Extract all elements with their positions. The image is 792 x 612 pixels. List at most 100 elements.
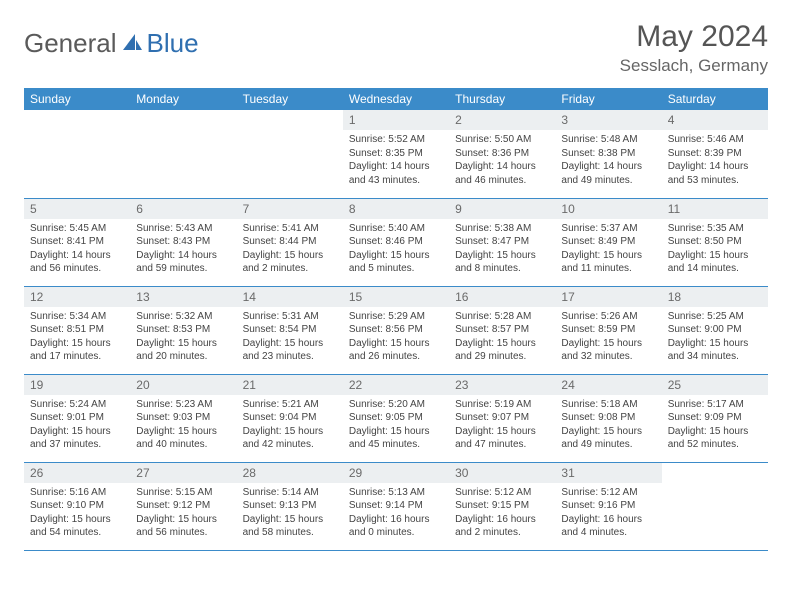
location-text: Sesslach, Germany (620, 56, 768, 76)
brand-logo: General Blue (24, 20, 199, 59)
calendar-day-cell (662, 462, 768, 550)
weekday-header: Saturday (662, 88, 768, 110)
calendar-day-cell (130, 110, 236, 198)
day-number: 6 (130, 199, 236, 219)
calendar-body: 1Sunrise: 5:52 AMSunset: 8:35 PMDaylight… (24, 110, 768, 550)
day-details: Sunrise: 5:52 AMSunset: 8:35 PMDaylight:… (343, 130, 449, 191)
calendar-day-cell: 14Sunrise: 5:31 AMSunset: 8:54 PMDayligh… (237, 286, 343, 374)
day-number: 10 (555, 199, 661, 219)
day-details: Sunrise: 5:35 AMSunset: 8:50 PMDaylight:… (662, 219, 768, 280)
calendar-day-cell: 28Sunrise: 5:14 AMSunset: 9:13 PMDayligh… (237, 462, 343, 550)
day-details: Sunrise: 5:17 AMSunset: 9:09 PMDaylight:… (662, 395, 768, 456)
day-number: 16 (449, 287, 555, 307)
day-number: 18 (662, 287, 768, 307)
calendar-week-row: 12Sunrise: 5:34 AMSunset: 8:51 PMDayligh… (24, 286, 768, 374)
day-details: Sunrise: 5:14 AMSunset: 9:13 PMDaylight:… (237, 483, 343, 544)
calendar-day-cell: 21Sunrise: 5:21 AMSunset: 9:04 PMDayligh… (237, 374, 343, 462)
calendar-week-row: 19Sunrise: 5:24 AMSunset: 9:01 PMDayligh… (24, 374, 768, 462)
brand-word-2: Blue (147, 28, 199, 59)
calendar-day-cell: 5Sunrise: 5:45 AMSunset: 8:41 PMDaylight… (24, 198, 130, 286)
calendar-day-cell (237, 110, 343, 198)
weekday-header: Tuesday (237, 88, 343, 110)
calendar-day-cell: 27Sunrise: 5:15 AMSunset: 9:12 PMDayligh… (130, 462, 236, 550)
weekday-header: Monday (130, 88, 236, 110)
calendar-day-cell: 25Sunrise: 5:17 AMSunset: 9:09 PMDayligh… (662, 374, 768, 462)
day-details: Sunrise: 5:40 AMSunset: 8:46 PMDaylight:… (343, 219, 449, 280)
calendar-day-cell: 26Sunrise: 5:16 AMSunset: 9:10 PMDayligh… (24, 462, 130, 550)
calendar-day-cell: 20Sunrise: 5:23 AMSunset: 9:03 PMDayligh… (130, 374, 236, 462)
day-details: Sunrise: 5:20 AMSunset: 9:05 PMDaylight:… (343, 395, 449, 456)
weekday-header: Friday (555, 88, 661, 110)
day-number: 5 (24, 199, 130, 219)
day-details: Sunrise: 5:19 AMSunset: 9:07 PMDaylight:… (449, 395, 555, 456)
day-number: 9 (449, 199, 555, 219)
day-number: 24 (555, 375, 661, 395)
day-number: 15 (343, 287, 449, 307)
day-number: 29 (343, 463, 449, 483)
day-details: Sunrise: 5:50 AMSunset: 8:36 PMDaylight:… (449, 130, 555, 191)
day-details: Sunrise: 5:12 AMSunset: 9:16 PMDaylight:… (555, 483, 661, 544)
day-number: 21 (237, 375, 343, 395)
day-details: Sunrise: 5:46 AMSunset: 8:39 PMDaylight:… (662, 130, 768, 191)
day-number: 4 (662, 110, 768, 130)
calendar-day-cell: 30Sunrise: 5:12 AMSunset: 9:15 PMDayligh… (449, 462, 555, 550)
calendar-day-cell: 24Sunrise: 5:18 AMSunset: 9:08 PMDayligh… (555, 374, 661, 462)
day-details: Sunrise: 5:23 AMSunset: 9:03 PMDaylight:… (130, 395, 236, 456)
day-number: 11 (662, 199, 768, 219)
weekday-header: Thursday (449, 88, 555, 110)
day-details: Sunrise: 5:18 AMSunset: 9:08 PMDaylight:… (555, 395, 661, 456)
day-number: 23 (449, 375, 555, 395)
calendar-day-cell: 1Sunrise: 5:52 AMSunset: 8:35 PMDaylight… (343, 110, 449, 198)
day-number: 19 (24, 375, 130, 395)
day-number: 13 (130, 287, 236, 307)
calendar-day-cell: 13Sunrise: 5:32 AMSunset: 8:53 PMDayligh… (130, 286, 236, 374)
brand-word-1: General (24, 28, 117, 59)
calendar-week-row: 1Sunrise: 5:52 AMSunset: 8:35 PMDaylight… (24, 110, 768, 198)
day-details: Sunrise: 5:13 AMSunset: 9:14 PMDaylight:… (343, 483, 449, 544)
day-details: Sunrise: 5:21 AMSunset: 9:04 PMDaylight:… (237, 395, 343, 456)
day-details: Sunrise: 5:26 AMSunset: 8:59 PMDaylight:… (555, 307, 661, 368)
calendar-day-cell (24, 110, 130, 198)
day-number: 31 (555, 463, 661, 483)
calendar-day-cell: 2Sunrise: 5:50 AMSunset: 8:36 PMDaylight… (449, 110, 555, 198)
day-details: Sunrise: 5:38 AMSunset: 8:47 PMDaylight:… (449, 219, 555, 280)
day-number: 22 (343, 375, 449, 395)
day-details: Sunrise: 5:15 AMSunset: 9:12 PMDaylight:… (130, 483, 236, 544)
day-number: 27 (130, 463, 236, 483)
day-details: Sunrise: 5:29 AMSunset: 8:56 PMDaylight:… (343, 307, 449, 368)
calendar-day-cell: 10Sunrise: 5:37 AMSunset: 8:49 PMDayligh… (555, 198, 661, 286)
weekday-header: Sunday (24, 88, 130, 110)
calendar-day-cell: 12Sunrise: 5:34 AMSunset: 8:51 PMDayligh… (24, 286, 130, 374)
calendar-week-row: 5Sunrise: 5:45 AMSunset: 8:41 PMDaylight… (24, 198, 768, 286)
calendar-day-cell: 3Sunrise: 5:48 AMSunset: 8:38 PMDaylight… (555, 110, 661, 198)
calendar-day-cell: 11Sunrise: 5:35 AMSunset: 8:50 PMDayligh… (662, 198, 768, 286)
day-details: Sunrise: 5:41 AMSunset: 8:44 PMDaylight:… (237, 219, 343, 280)
calendar-day-cell: 29Sunrise: 5:13 AMSunset: 9:14 PMDayligh… (343, 462, 449, 550)
day-number: 14 (237, 287, 343, 307)
day-number: 3 (555, 110, 661, 130)
day-details: Sunrise: 5:37 AMSunset: 8:49 PMDaylight:… (555, 219, 661, 280)
day-details: Sunrise: 5:32 AMSunset: 8:53 PMDaylight:… (130, 307, 236, 368)
day-number: 12 (24, 287, 130, 307)
day-number: 20 (130, 375, 236, 395)
page-header: General Blue May 2024 Sesslach, Germany (24, 20, 768, 76)
day-details: Sunrise: 5:25 AMSunset: 9:00 PMDaylight:… (662, 307, 768, 368)
day-details: Sunrise: 5:34 AMSunset: 8:51 PMDaylight:… (24, 307, 130, 368)
calendar-day-cell: 31Sunrise: 5:12 AMSunset: 9:16 PMDayligh… (555, 462, 661, 550)
day-number: 30 (449, 463, 555, 483)
day-details: Sunrise: 5:45 AMSunset: 8:41 PMDaylight:… (24, 219, 130, 280)
calendar-day-cell: 17Sunrise: 5:26 AMSunset: 8:59 PMDayligh… (555, 286, 661, 374)
day-number: 1 (343, 110, 449, 130)
day-details: Sunrise: 5:24 AMSunset: 9:01 PMDaylight:… (24, 395, 130, 456)
day-details: Sunrise: 5:31 AMSunset: 8:54 PMDaylight:… (237, 307, 343, 368)
day-details: Sunrise: 5:28 AMSunset: 8:57 PMDaylight:… (449, 307, 555, 368)
calendar-day-cell: 15Sunrise: 5:29 AMSunset: 8:56 PMDayligh… (343, 286, 449, 374)
calendar-day-cell: 9Sunrise: 5:38 AMSunset: 8:47 PMDaylight… (449, 198, 555, 286)
day-number: 8 (343, 199, 449, 219)
day-number: 28 (237, 463, 343, 483)
calendar-head: SundayMondayTuesdayWednesdayThursdayFrid… (24, 88, 768, 110)
calendar-day-cell: 22Sunrise: 5:20 AMSunset: 9:05 PMDayligh… (343, 374, 449, 462)
calendar-day-cell: 23Sunrise: 5:19 AMSunset: 9:07 PMDayligh… (449, 374, 555, 462)
calendar-day-cell: 4Sunrise: 5:46 AMSunset: 8:39 PMDaylight… (662, 110, 768, 198)
day-number: 2 (449, 110, 555, 130)
